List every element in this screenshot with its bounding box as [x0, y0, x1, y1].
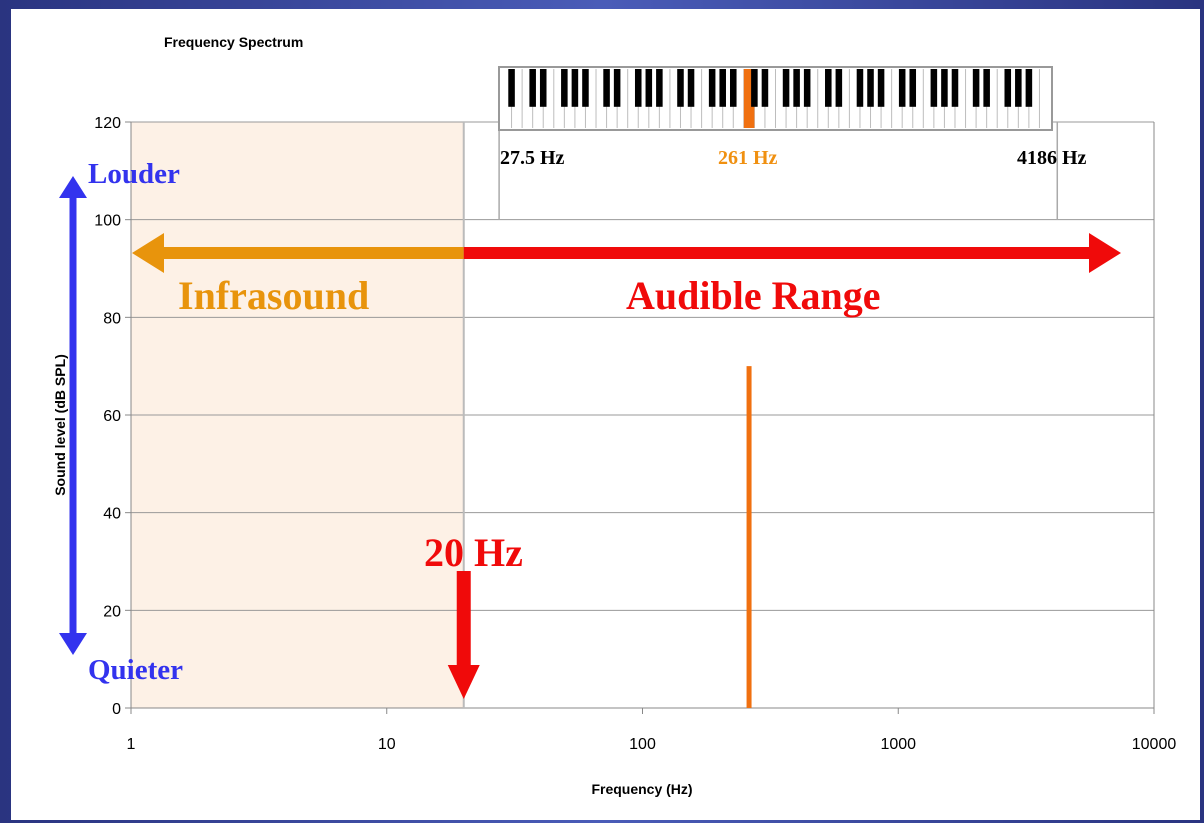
piano-black-key — [603, 69, 610, 107]
piano-black-key — [782, 69, 790, 107]
piano-black-key — [529, 69, 536, 107]
y-tick-label: 20 — [103, 603, 121, 620]
audible-range-label: Audible Range — [626, 273, 881, 318]
chart-panel: 0 20 40 60 80 100 120 1 10 100 1000 10000 Frequency… — [11, 9, 1200, 820]
piano-black-key — [972, 69, 980, 107]
piano-black-key — [951, 69, 959, 107]
chart-title: Frequency Spectrum — [164, 34, 303, 50]
y-tick-label: 80 — [103, 310, 121, 327]
piano-black-key — [634, 69, 642, 107]
piano-black-key — [803, 69, 811, 107]
piano-black-key — [645, 69, 653, 107]
y-tick-label: 40 — [103, 506, 121, 523]
piano-black-key — [1015, 69, 1022, 107]
y-tick-label: 100 — [94, 213, 121, 230]
piano-black-key — [867, 69, 874, 107]
piano-black-key — [877, 69, 885, 107]
piano-black-key — [751, 69, 758, 107]
piano-black-key — [856, 69, 864, 107]
piano-mid-label: 261 Hz — [718, 147, 778, 169]
infrasound-arrow — [132, 233, 464, 273]
piano-black-key — [613, 69, 621, 107]
piano-black-key — [909, 69, 917, 107]
piano-black-key — [571, 69, 579, 107]
piano-black-key — [539, 69, 547, 107]
twenty-hz-label: 20 Hz — [424, 530, 523, 575]
y-axis-title: Sound level (dB SPL) — [52, 354, 68, 496]
piano-black-key — [687, 69, 695, 107]
loudness-arrow — [59, 176, 87, 655]
piano-black-key — [729, 69, 737, 107]
piano-black-key — [656, 69, 663, 107]
piano-black-key — [561, 69, 568, 107]
x-tick-label: 10000 — [1132, 736, 1177, 753]
piano-black-key — [835, 69, 843, 107]
piano-black-key — [761, 69, 769, 107]
piano-black-key — [708, 69, 716, 107]
x-tick-label: 100 — [629, 736, 656, 753]
y-tick-label: 0 — [112, 701, 121, 718]
piano-low-label: 27.5 Hz — [500, 147, 565, 169]
quieter-label: Quieter — [88, 654, 183, 686]
x-tick-label: 1000 — [880, 736, 916, 753]
infrasound-label: Infrasound — [178, 273, 369, 318]
audible-range-arrow — [463, 233, 1122, 273]
piano-black-key — [1004, 69, 1012, 107]
piano-black-key — [825, 69, 832, 107]
twenty-hz-arrow — [447, 571, 480, 699]
piano-high-label: 4186 Hz — [1017, 147, 1087, 169]
piano-black-key — [930, 69, 938, 107]
y-tick-label: 60 — [103, 408, 121, 425]
middle-c-key — [743, 69, 755, 128]
piano-black-key — [983, 69, 990, 107]
piano-black-key — [941, 69, 948, 107]
piano-black-key — [508, 69, 515, 107]
louder-label: Louder — [88, 158, 180, 190]
piano-black-key — [582, 69, 589, 107]
piano-black-key — [898, 69, 906, 107]
piano-black-key — [677, 69, 684, 107]
piano-black-key — [719, 69, 726, 107]
x-axis-title: Frequency (Hz) — [591, 781, 692, 797]
piano-black-key — [793, 69, 800, 107]
x-tick-label: 1 — [127, 736, 136, 753]
y-tick-label: 120 — [94, 115, 121, 132]
piano-black-key — [1025, 69, 1033, 107]
x-tick-label: 10 — [378, 736, 396, 753]
